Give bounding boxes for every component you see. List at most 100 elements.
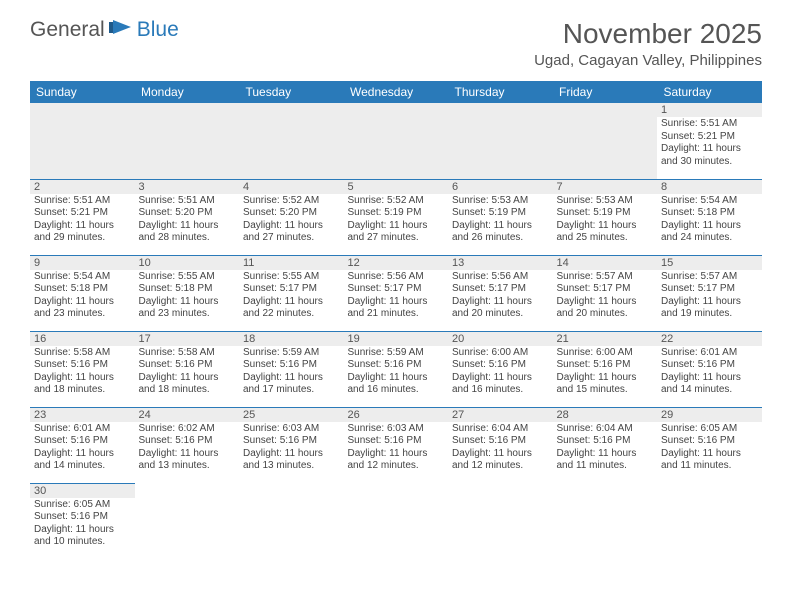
day-info-line: Sunset: 5:18 PM [661, 207, 758, 220]
day-info-line: Daylight: 11 hours [452, 296, 549, 309]
weekday-header: Friday [553, 81, 658, 103]
day-info-line: Sunset: 5:17 PM [348, 283, 445, 296]
calendar-cell: 16Sunrise: 5:58 AMSunset: 5:16 PMDayligh… [30, 331, 135, 407]
day-info-line: and 28 minutes. [139, 232, 236, 245]
day-info-line: Sunset: 5:19 PM [348, 207, 445, 220]
day-info-line: Sunrise: 6:03 AM [243, 423, 340, 436]
day-number: 13 [448, 256, 553, 270]
day-info-line: Sunset: 5:16 PM [34, 435, 131, 448]
day-info-line: Sunset: 5:16 PM [243, 359, 340, 372]
calendar-week-row: 1Sunrise: 5:51 AMSunset: 5:21 PMDaylight… [30, 103, 762, 179]
day-info-line: and 11 minutes. [661, 460, 758, 473]
day-info-line: and 29 minutes. [34, 232, 131, 245]
day-number: 12 [344, 256, 449, 270]
calendar-cell [135, 483, 240, 559]
day-info-line: and 20 minutes. [452, 308, 549, 321]
calendar-cell [344, 483, 449, 559]
day-info-line: Sunset: 5:16 PM [139, 359, 236, 372]
day-info-line: Daylight: 11 hours [139, 296, 236, 309]
day-info-line: Sunrise: 5:52 AM [348, 195, 445, 208]
day-info-line: Sunrise: 5:58 AM [139, 347, 236, 360]
day-info-line: Sunrise: 5:53 AM [452, 195, 549, 208]
day-info-line: and 13 minutes. [243, 460, 340, 473]
weekday-header: Thursday [448, 81, 553, 103]
day-info-line: Daylight: 11 hours [452, 220, 549, 233]
day-number: 9 [30, 256, 135, 270]
day-number: 28 [553, 408, 658, 422]
calendar-cell: 25Sunrise: 6:03 AMSunset: 5:16 PMDayligh… [239, 407, 344, 483]
day-number: 21 [553, 332, 658, 346]
day-info-line: Daylight: 11 hours [34, 220, 131, 233]
day-info-line: Sunrise: 6:01 AM [34, 423, 131, 436]
day-info-line: Sunset: 5:16 PM [34, 511, 131, 524]
day-info-line: Sunrise: 6:00 AM [557, 347, 654, 360]
day-info-line: Sunset: 5:16 PM [557, 359, 654, 372]
day-info-line: Sunrise: 5:55 AM [243, 271, 340, 284]
day-info-line: and 25 minutes. [557, 232, 654, 245]
day-number: 8 [657, 180, 762, 194]
day-info-line: Daylight: 11 hours [348, 372, 445, 385]
day-info-line: and 17 minutes. [243, 384, 340, 397]
calendar-cell: 12Sunrise: 5:56 AMSunset: 5:17 PMDayligh… [344, 255, 449, 331]
day-info-line: Sunset: 5:17 PM [243, 283, 340, 296]
calendar-cell: 7Sunrise: 5:53 AMSunset: 5:19 PMDaylight… [553, 179, 658, 255]
day-info-line: Sunset: 5:16 PM [661, 359, 758, 372]
day-info-line: Sunrise: 6:03 AM [348, 423, 445, 436]
day-number: 15 [657, 256, 762, 270]
calendar-cell [30, 103, 135, 179]
day-number: 17 [135, 332, 240, 346]
day-info-line: Daylight: 11 hours [34, 524, 131, 537]
calendar-cell [553, 483, 658, 559]
calendar-cell [239, 103, 344, 179]
calendar-cell: 15Sunrise: 5:57 AMSunset: 5:17 PMDayligh… [657, 255, 762, 331]
day-info-line: Daylight: 11 hours [34, 372, 131, 385]
calendar-cell: 5Sunrise: 5:52 AMSunset: 5:19 PMDaylight… [344, 179, 449, 255]
day-number: 24 [135, 408, 240, 422]
day-info-line: Daylight: 11 hours [348, 296, 445, 309]
day-info-line: Sunset: 5:16 PM [348, 435, 445, 448]
calendar-cell: 22Sunrise: 6:01 AMSunset: 5:16 PMDayligh… [657, 331, 762, 407]
calendar-cell [448, 483, 553, 559]
calendar-week-row: 23Sunrise: 6:01 AMSunset: 5:16 PMDayligh… [30, 407, 762, 483]
calendar-week-row: 16Sunrise: 5:58 AMSunset: 5:16 PMDayligh… [30, 331, 762, 407]
day-info-line: Sunset: 5:16 PM [243, 435, 340, 448]
day-info-line: Sunrise: 5:59 AM [243, 347, 340, 360]
day-info-line: and 30 minutes. [661, 156, 758, 169]
day-number: 7 [553, 180, 658, 194]
calendar-cell: 24Sunrise: 6:02 AMSunset: 5:16 PMDayligh… [135, 407, 240, 483]
calendar-cell [553, 103, 658, 179]
day-info-line: Sunset: 5:20 PM [139, 207, 236, 220]
day-info-line: Sunset: 5:16 PM [139, 435, 236, 448]
day-info-line: Daylight: 11 hours [139, 220, 236, 233]
day-info-line: and 21 minutes. [348, 308, 445, 321]
day-info-line: Sunset: 5:19 PM [452, 207, 549, 220]
day-number: 19 [344, 332, 449, 346]
day-info-line: Sunset: 5:16 PM [452, 435, 549, 448]
day-info-line: Sunset: 5:20 PM [243, 207, 340, 220]
day-info-line: Daylight: 11 hours [661, 220, 758, 233]
day-info-line: Sunrise: 5:51 AM [34, 195, 131, 208]
day-info-line: and 14 minutes. [661, 384, 758, 397]
calendar-cell: 11Sunrise: 5:55 AMSunset: 5:17 PMDayligh… [239, 255, 344, 331]
day-info-line: Daylight: 11 hours [243, 372, 340, 385]
calendar-cell: 23Sunrise: 6:01 AMSunset: 5:16 PMDayligh… [30, 407, 135, 483]
calendar-cell: 18Sunrise: 5:59 AMSunset: 5:16 PMDayligh… [239, 331, 344, 407]
day-info-line: Daylight: 11 hours [243, 448, 340, 461]
day-info-line: Sunrise: 6:01 AM [661, 347, 758, 360]
day-info-line: Sunset: 5:19 PM [557, 207, 654, 220]
day-info-line: Sunset: 5:16 PM [452, 359, 549, 372]
day-number: 4 [239, 180, 344, 194]
day-info-line: Daylight: 11 hours [452, 448, 549, 461]
calendar-cell [239, 483, 344, 559]
day-info-line: Sunset: 5:17 PM [557, 283, 654, 296]
day-info-line: Sunrise: 5:54 AM [34, 271, 131, 284]
calendar-week-row: 2Sunrise: 5:51 AMSunset: 5:21 PMDaylight… [30, 179, 762, 255]
day-info-line: Sunrise: 6:04 AM [557, 423, 654, 436]
day-number: 11 [239, 256, 344, 270]
day-info-line: Sunrise: 6:02 AM [139, 423, 236, 436]
calendar-cell: 6Sunrise: 5:53 AMSunset: 5:19 PMDaylight… [448, 179, 553, 255]
day-number: 1 [657, 103, 762, 117]
day-info-line: Daylight: 11 hours [348, 220, 445, 233]
day-info-line: and 16 minutes. [452, 384, 549, 397]
day-number: 30 [30, 484, 135, 498]
